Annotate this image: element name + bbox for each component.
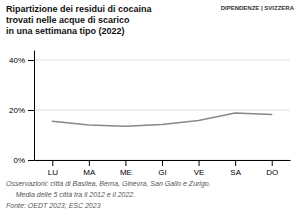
x-tick: LU bbox=[48, 160, 58, 177]
x-axis: LU MA ME GI VE SA DO bbox=[35, 160, 291, 177]
x-tick: VE bbox=[194, 160, 205, 177]
y-tick-mark bbox=[28, 110, 34, 111]
x-tick: GI bbox=[158, 160, 166, 177]
x-tick-label: MA bbox=[83, 168, 96, 177]
plot-area bbox=[52, 113, 271, 126]
x-tick-mark bbox=[199, 160, 200, 166]
x-tick: DO bbox=[266, 160, 278, 177]
y-tick-mark bbox=[28, 160, 34, 161]
x-tick-label: VE bbox=[194, 168, 205, 177]
x-tick-mark bbox=[162, 160, 163, 166]
brand-text: DIPENDENZE | SVIZZERA bbox=[221, 5, 295, 11]
title-line: trovati nelle acque di scarico bbox=[6, 15, 130, 25]
x-tick-mark bbox=[125, 160, 126, 166]
y-tick-label: 40% bbox=[9, 56, 25, 65]
y-tick: 0% bbox=[13, 156, 34, 165]
x-tick-label: SA bbox=[230, 168, 241, 177]
footer-note: Osservazioni: città di Basilea, Berna, G… bbox=[6, 180, 211, 188]
footer-note: Fonte: OEDT 2023; ESC 2023 bbox=[6, 202, 101, 209]
x-tick: ME bbox=[120, 160, 132, 177]
x-tick-label: GI bbox=[158, 168, 166, 177]
grid bbox=[34, 60, 290, 160]
x-tick-label: ME bbox=[120, 168, 132, 177]
x-tick: SA bbox=[230, 160, 241, 177]
x-tick-label: LU bbox=[48, 168, 58, 177]
y-tick: 40% bbox=[9, 56, 34, 65]
grid-line bbox=[34, 60, 290, 61]
grid-line bbox=[34, 110, 290, 111]
y-tick: 20% bbox=[9, 106, 34, 115]
x-tick-mark bbox=[235, 160, 236, 166]
y-axis: 0% 20% 40% bbox=[9, 51, 35, 166]
title-line: Ripartizione dei residui di cocaina bbox=[6, 4, 153, 14]
y-tick-mark bbox=[28, 60, 34, 61]
x-tick-mark bbox=[272, 160, 273, 166]
line bbox=[52, 113, 271, 126]
x-tick-mark bbox=[52, 160, 53, 166]
y-tick-label: 0% bbox=[13, 156, 25, 165]
title: Ripartizione dei residui di cocainatrova… bbox=[6, 4, 153, 36]
x-tick: MA bbox=[83, 160, 96, 177]
y-axis-line bbox=[34, 51, 35, 161]
x-tick-mark bbox=[89, 160, 90, 166]
chart: Ripartizione dei residui di cocainatrova… bbox=[0, 0, 300, 218]
title-line: in una settimana tipo (2022) bbox=[6, 26, 125, 36]
footer-note: Media delle 5 città tra il 2012 e il 202… bbox=[6, 191, 135, 198]
x-tick-label: DO bbox=[266, 168, 278, 177]
y-tick-label: 20% bbox=[9, 106, 25, 115]
